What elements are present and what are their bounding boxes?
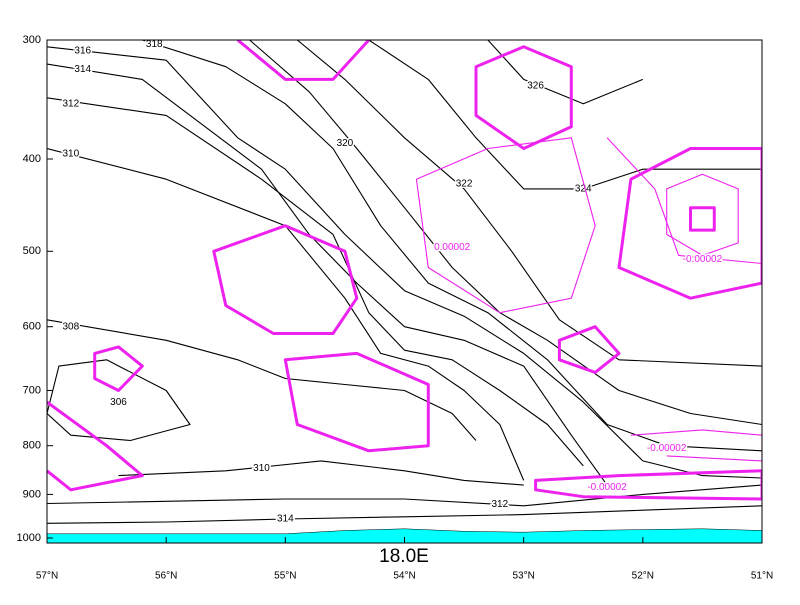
contour-line bbox=[666, 173, 739, 256]
contour-label: 316 bbox=[74, 46, 91, 57]
y-tick-label: 300 bbox=[23, 34, 41, 46]
contour-line bbox=[47, 147, 525, 481]
contour-line bbox=[47, 63, 608, 486]
contour-line bbox=[606, 137, 762, 265]
contour-line bbox=[249, 40, 762, 426]
contour-label: -0.00002 bbox=[647, 443, 687, 454]
contour-line bbox=[93, 345, 144, 392]
x-tick-label: 52°N bbox=[632, 571, 654, 582]
contour-label: 306 bbox=[110, 397, 127, 408]
contour-label: 310 bbox=[253, 463, 270, 474]
y-tick-label: 600 bbox=[23, 321, 41, 333]
contour-line bbox=[689, 206, 716, 232]
contour-line bbox=[487, 40, 644, 105]
x-tick-label: 54°N bbox=[393, 571, 415, 582]
y-tick-label: 500 bbox=[23, 245, 41, 257]
contour-line bbox=[630, 429, 762, 462]
contour-line bbox=[283, 351, 430, 453]
terrain bbox=[47, 528, 762, 543]
contour-label: 312 bbox=[62, 98, 79, 109]
contour-label: -0.00002 bbox=[587, 482, 627, 493]
contour-line bbox=[47, 319, 477, 441]
contour-label: 308 bbox=[62, 321, 79, 332]
x-tick-label: 55°N bbox=[274, 571, 296, 582]
contour-line bbox=[474, 45, 573, 150]
contour-line bbox=[617, 147, 762, 300]
contour-label: 310 bbox=[62, 148, 79, 159]
y-tick-label: 900 bbox=[23, 488, 41, 500]
contour-line bbox=[368, 40, 762, 190]
contour-label: -0.00002 bbox=[683, 254, 723, 265]
contour-label: 324 bbox=[575, 184, 592, 195]
plot-frame bbox=[46, 39, 763, 544]
x-tick-label: 51°N bbox=[751, 571, 773, 582]
y-tick-label: 1000 bbox=[17, 532, 41, 544]
y-tick-label: 800 bbox=[23, 440, 41, 452]
y-tick-label: 400 bbox=[23, 153, 41, 165]
contour-line bbox=[557, 325, 621, 374]
chart-title: 18.0E bbox=[379, 546, 429, 567]
contour-line bbox=[47, 400, 144, 492]
contour-line bbox=[47, 359, 191, 442]
contour-label: 318 bbox=[146, 39, 163, 50]
contour-label: 312 bbox=[491, 499, 508, 510]
contour-line bbox=[47, 97, 584, 467]
plot: 306 308 310 312 314 316 318 320 322 324 326 310 312 3… bbox=[47, 39, 762, 543]
x-tick-label: 56°N bbox=[155, 571, 177, 582]
contour-label: 0.00002 bbox=[434, 242, 471, 253]
contour-line bbox=[534, 469, 762, 501]
contour-label: 320 bbox=[337, 138, 354, 149]
contour-label: 326 bbox=[527, 80, 544, 91]
contour-line bbox=[47, 505, 762, 524]
contour-line bbox=[47, 46, 762, 479]
contour-line bbox=[296, 40, 762, 367]
x-tick-label: 57°N bbox=[36, 571, 58, 582]
contour-line bbox=[212, 224, 359, 335]
y-tick-label: 700 bbox=[23, 384, 41, 396]
contour-line bbox=[118, 460, 524, 486]
contour-line bbox=[142, 40, 762, 452]
contour-label: 314 bbox=[277, 514, 294, 525]
contour-label: 322 bbox=[456, 179, 473, 190]
contour-line bbox=[415, 137, 596, 314]
x-tick-label: 53°N bbox=[512, 571, 534, 582]
contour-label: 314 bbox=[74, 64, 91, 75]
contour-line bbox=[47, 484, 762, 507]
contour-line bbox=[236, 40, 370, 81]
